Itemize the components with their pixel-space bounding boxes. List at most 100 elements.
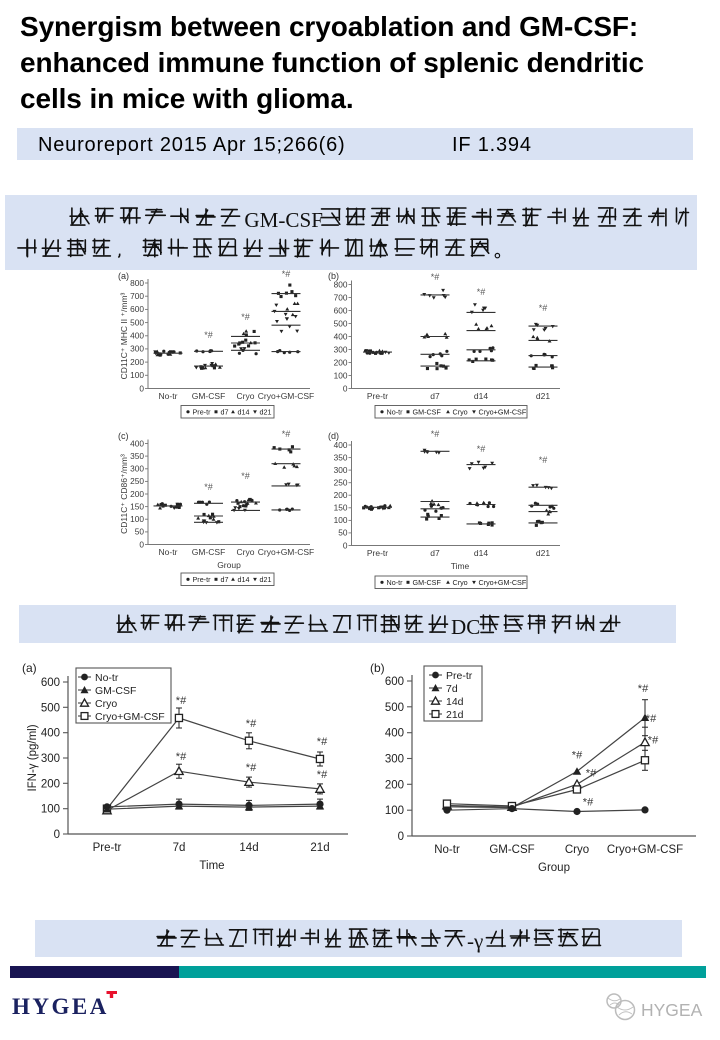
svg-text:Pre-tr: Pre-tr bbox=[446, 670, 473, 682]
svg-text:200: 200 bbox=[334, 357, 348, 367]
svg-text:No-tr: No-tr bbox=[434, 844, 460, 856]
svg-text:*#: *# bbox=[572, 749, 583, 761]
svg-text:Cryo+GM-CSF: Cryo+GM-CSF bbox=[479, 407, 527, 416]
svg-text:GM-CSF: GM-CSF bbox=[244, 208, 323, 232]
svg-text:200: 200 bbox=[334, 490, 348, 500]
svg-text:CD11C⁺ MHC II ⁺/mm³: CD11C⁺ MHC II ⁺/mm³ bbox=[119, 292, 129, 379]
svg-text:300: 300 bbox=[41, 753, 60, 765]
svg-text:*#: *# bbox=[431, 272, 440, 282]
svg-text:*#: *# bbox=[586, 767, 597, 779]
svg-text:Cryo+GM-CSF: Cryo+GM-CSF bbox=[607, 844, 683, 856]
svg-text:100: 100 bbox=[385, 805, 404, 817]
svg-text:400: 400 bbox=[334, 440, 348, 450]
svg-text:d7: d7 bbox=[430, 391, 440, 401]
svg-text:*#: *# bbox=[477, 444, 486, 454]
svg-text:d14: d14 bbox=[474, 391, 488, 401]
svg-text:No-tr: No-tr bbox=[387, 578, 404, 587]
svg-text:200: 200 bbox=[385, 779, 404, 791]
svg-text:400: 400 bbox=[334, 331, 348, 341]
svg-text:*#: *# bbox=[539, 303, 548, 313]
svg-text:800: 800 bbox=[130, 278, 144, 288]
svg-text:Pre-tr: Pre-tr bbox=[193, 575, 212, 584]
svg-text:*#: *# bbox=[646, 713, 657, 725]
svg-text:100: 100 bbox=[130, 514, 144, 524]
svg-text:100: 100 bbox=[334, 370, 348, 380]
svg-text:700: 700 bbox=[334, 292, 348, 302]
svg-text:d14: d14 bbox=[238, 407, 250, 416]
svg-text:*#: *# bbox=[317, 736, 328, 748]
svg-text:300: 300 bbox=[334, 465, 348, 475]
svg-text:d21: d21 bbox=[260, 575, 272, 584]
svg-text:d21: d21 bbox=[536, 548, 550, 558]
svg-text:50: 50 bbox=[338, 528, 348, 538]
svg-text:300: 300 bbox=[385, 754, 404, 766]
svg-text:d21: d21 bbox=[260, 407, 272, 416]
svg-text:d14: d14 bbox=[474, 548, 488, 558]
svg-text:*#: *# bbox=[176, 751, 187, 763]
svg-text:400: 400 bbox=[385, 728, 404, 740]
svg-text:*#: *# bbox=[648, 734, 659, 746]
svg-text:DC: DC bbox=[451, 615, 480, 639]
svg-text:*#: *# bbox=[282, 269, 291, 279]
svg-text:300: 300 bbox=[130, 464, 144, 474]
svg-text:HYGEA: HYGEA bbox=[641, 1000, 703, 1020]
svg-text:GM-CSF: GM-CSF bbox=[413, 578, 442, 587]
svg-text:*#: *# bbox=[246, 718, 257, 730]
svg-text:*#: *# bbox=[539, 455, 548, 465]
svg-text:250: 250 bbox=[130, 476, 144, 486]
svg-text:Group: Group bbox=[217, 560, 241, 570]
svg-text:500: 500 bbox=[334, 318, 348, 328]
svg-text:Pre-tr: Pre-tr bbox=[367, 548, 388, 558]
svg-text:400: 400 bbox=[130, 331, 144, 341]
svg-text:(c): (c) bbox=[118, 431, 129, 441]
svg-text:7d: 7d bbox=[173, 842, 186, 854]
svg-text:100: 100 bbox=[41, 804, 60, 816]
svg-text:400: 400 bbox=[41, 728, 60, 740]
svg-text:800: 800 bbox=[334, 279, 348, 289]
svg-text:500: 500 bbox=[41, 702, 60, 714]
svg-text:300: 300 bbox=[334, 344, 348, 354]
svg-text:0: 0 bbox=[398, 831, 404, 843]
svg-text:*#: *# bbox=[583, 796, 594, 808]
svg-text:(b): (b) bbox=[370, 661, 385, 675]
svg-text:(b): (b) bbox=[328, 271, 339, 281]
svg-text:*#: *# bbox=[176, 695, 187, 707]
svg-text:No-tr: No-tr bbox=[159, 391, 178, 401]
svg-text:Pre-tr: Pre-tr bbox=[193, 407, 212, 416]
svg-text:14d: 14d bbox=[446, 696, 464, 708]
svg-text:d21: d21 bbox=[536, 391, 550, 401]
svg-text:GM-CSF: GM-CSF bbox=[489, 844, 534, 856]
svg-text:GM-CSF: GM-CSF bbox=[192, 391, 226, 401]
svg-text:100: 100 bbox=[334, 515, 348, 525]
svg-text:Group: Group bbox=[538, 862, 570, 874]
svg-text:Pre-tr: Pre-tr bbox=[93, 842, 122, 854]
svg-text:IFN-γ (pg/ml): IFN-γ (pg/ml) bbox=[27, 724, 39, 791]
svg-text:600: 600 bbox=[334, 305, 348, 315]
svg-text:Cryo: Cryo bbox=[565, 844, 589, 856]
svg-text:*#: *# bbox=[282, 429, 291, 439]
svg-text:*#: *# bbox=[431, 429, 440, 439]
svg-text:CD11C⁺ CD86⁺/mm³: CD11C⁺ CD86⁺/mm³ bbox=[119, 454, 129, 534]
svg-text:GM-CSF: GM-CSF bbox=[413, 407, 442, 416]
svg-text:Cryo: Cryo bbox=[237, 547, 255, 557]
svg-text:d7: d7 bbox=[221, 407, 229, 416]
svg-text:*#: *# bbox=[204, 330, 213, 340]
svg-text:d7: d7 bbox=[221, 575, 229, 584]
svg-text:Time: Time bbox=[199, 860, 224, 872]
svg-text:600: 600 bbox=[41, 677, 60, 689]
svg-text:GM-CSF: GM-CSF bbox=[192, 547, 226, 557]
svg-text:*#: *# bbox=[317, 769, 328, 781]
svg-text:Time: Time bbox=[451, 561, 470, 571]
svg-text:0: 0 bbox=[343, 383, 348, 393]
svg-text:Cryo: Cryo bbox=[237, 391, 255, 401]
svg-text:Cryo: Cryo bbox=[453, 407, 468, 416]
svg-text:200: 200 bbox=[130, 489, 144, 499]
svg-text:Cryo+GM-CSF: Cryo+GM-CSF bbox=[95, 711, 165, 723]
svg-text:Cryo+GM-CSF: Cryo+GM-CSF bbox=[479, 578, 527, 587]
svg-text:(a): (a) bbox=[22, 661, 37, 675]
svg-text:700: 700 bbox=[130, 291, 144, 301]
svg-text:d7: d7 bbox=[430, 548, 440, 558]
svg-text:*#: *# bbox=[241, 471, 250, 481]
svg-text:600: 600 bbox=[385, 676, 404, 688]
svg-text:250: 250 bbox=[334, 478, 348, 488]
